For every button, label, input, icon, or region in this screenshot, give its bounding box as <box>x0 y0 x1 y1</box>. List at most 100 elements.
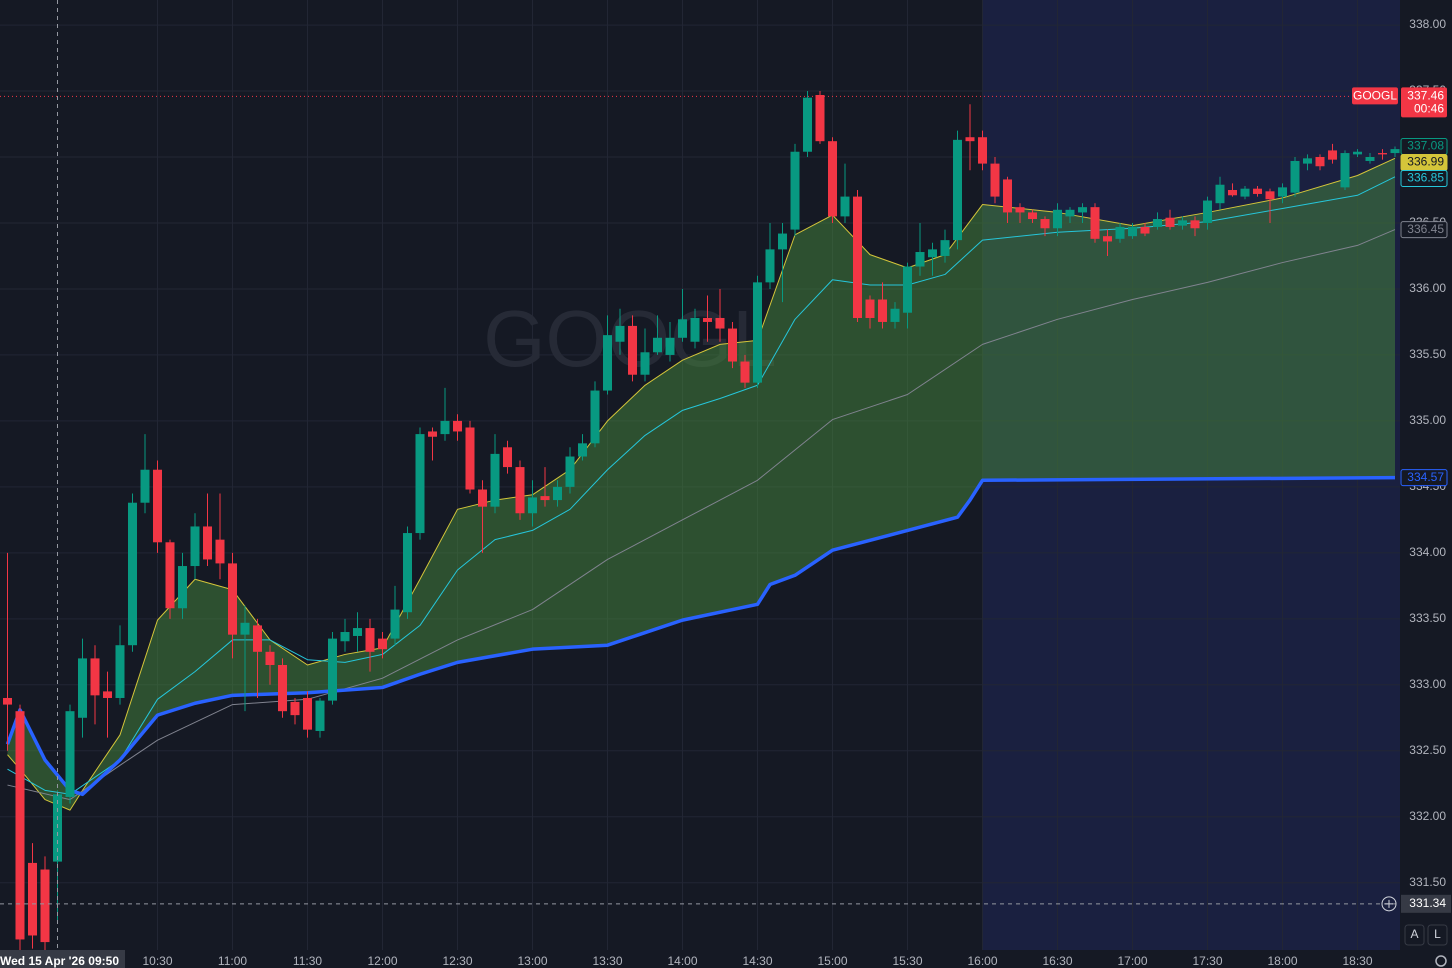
scale-button[interactable] <box>1427 924 1448 946</box>
candle-body <box>1240 188 1250 197</box>
candle-body <box>553 486 562 501</box>
candle-body <box>590 390 600 444</box>
candle-body <box>1353 151 1362 155</box>
candle-body <box>253 625 262 652</box>
candle-body <box>728 328 737 362</box>
countdown: 00:46 <box>1414 101 1444 115</box>
candle-body <box>853 196 862 318</box>
candle-body <box>1378 153 1387 155</box>
candle-body <box>1015 207 1025 213</box>
candle-body <box>153 469 162 543</box>
candle-body <box>328 638 337 701</box>
candle-body <box>40 869 50 943</box>
x-tick-label: 18:00 <box>1267 954 1297 968</box>
price-label-box <box>1400 469 1448 487</box>
price-label: 336.99 <box>1407 155 1444 169</box>
x-tick-label: 18:30 <box>1342 954 1372 968</box>
candle-body <box>815 95 825 142</box>
candle-body <box>303 697 312 730</box>
crosshair-date-label: Wed 15 Apr '26 <box>0 954 85 968</box>
candle-body <box>478 489 487 507</box>
candle-body <box>778 233 787 250</box>
candle-body <box>690 317 700 342</box>
settings-icon[interactable] <box>1435 955 1447 967</box>
price-label-box <box>1400 169 1448 187</box>
price-label: 337.08 <box>1407 139 1444 153</box>
add-alert-plus <box>1385 899 1393 908</box>
candle-body <box>928 249 937 258</box>
y-tick-label: 332.50 <box>1409 743 1446 757</box>
candle-body <box>740 361 750 383</box>
candle-body <box>828 141 837 217</box>
candle-body <box>990 163 1000 197</box>
candle-body <box>1278 187 1287 197</box>
last-price-label: 337.46 <box>1407 88 1444 102</box>
candle-body <box>803 97 812 152</box>
candle-body <box>203 526 212 560</box>
candle-body <box>28 862 37 936</box>
y-tick-label: 338.00 <box>1409 17 1446 31</box>
candle-body <box>1103 236 1112 242</box>
candle-body <box>565 456 575 487</box>
y-tick-label: 332.00 <box>1409 809 1446 823</box>
scale-button-label: L <box>1434 927 1441 941</box>
candle-body <box>128 502 137 646</box>
price-label: 336.45 <box>1407 222 1444 236</box>
candle-body <box>178 566 187 609</box>
candle-body <box>1303 158 1312 164</box>
candle-body <box>65 711 75 797</box>
candle-body <box>1140 226 1150 234</box>
y-tick-label: 334.00 <box>1409 545 1446 559</box>
x-tick-label: 12:00 <box>367 954 397 968</box>
candle-body <box>678 319 687 338</box>
candle-body <box>403 533 412 613</box>
candle-body <box>365 628 375 652</box>
candle-body <box>528 497 537 514</box>
candle-body <box>1290 160 1300 193</box>
candle-body <box>1090 207 1100 239</box>
x-tick-label: 16:00 <box>967 954 997 968</box>
x-tick-label: 14:30 <box>742 954 772 968</box>
candle-body <box>78 658 87 718</box>
x-tick-label: 15:30 <box>892 954 922 968</box>
candle-body <box>878 299 887 322</box>
indicator-line <box>7 229 1396 801</box>
candle-body <box>15 711 25 940</box>
x-tick-label: 12:30 <box>442 954 472 968</box>
candle-body <box>490 453 500 507</box>
candle-body <box>103 691 112 698</box>
crosshair-price-label: 331.34 <box>1409 896 1446 910</box>
candle-body <box>1365 157 1375 161</box>
candle-body <box>353 628 362 636</box>
candle-body <box>1153 219 1162 227</box>
candle-body <box>165 542 175 609</box>
y-tick-label: 333.50 <box>1409 611 1446 625</box>
last-price-box <box>1401 87 1447 118</box>
candle-body <box>753 282 762 383</box>
candle-body <box>603 335 612 391</box>
candle-body <box>1328 150 1337 160</box>
scale-button[interactable] <box>1404 924 1425 946</box>
candle-body <box>653 337 662 353</box>
scale-button-label: A <box>1410 927 1418 941</box>
candle-body <box>453 420 462 432</box>
candle-body <box>890 308 900 322</box>
candle-body <box>540 496 550 501</box>
candle-body <box>140 469 150 503</box>
symbol-tag: GOOGL <box>1353 88 1397 102</box>
y-tick-label: 335.50 <box>1409 347 1446 361</box>
candle-body <box>978 137 987 164</box>
add-alert-icon[interactable] <box>1381 896 1397 912</box>
candle-body <box>840 196 850 217</box>
crosshair-time-label: 09:50 <box>88 954 119 968</box>
candle-body <box>1053 209 1062 229</box>
candle-body <box>1028 212 1037 220</box>
candle-body <box>940 240 950 256</box>
x-tick-label: 17:30 <box>1192 954 1222 968</box>
candle-body <box>465 427 475 490</box>
candle-body <box>1040 219 1050 229</box>
candle-body <box>865 299 875 318</box>
candle-body <box>265 651 275 665</box>
candle-body <box>1390 149 1400 154</box>
